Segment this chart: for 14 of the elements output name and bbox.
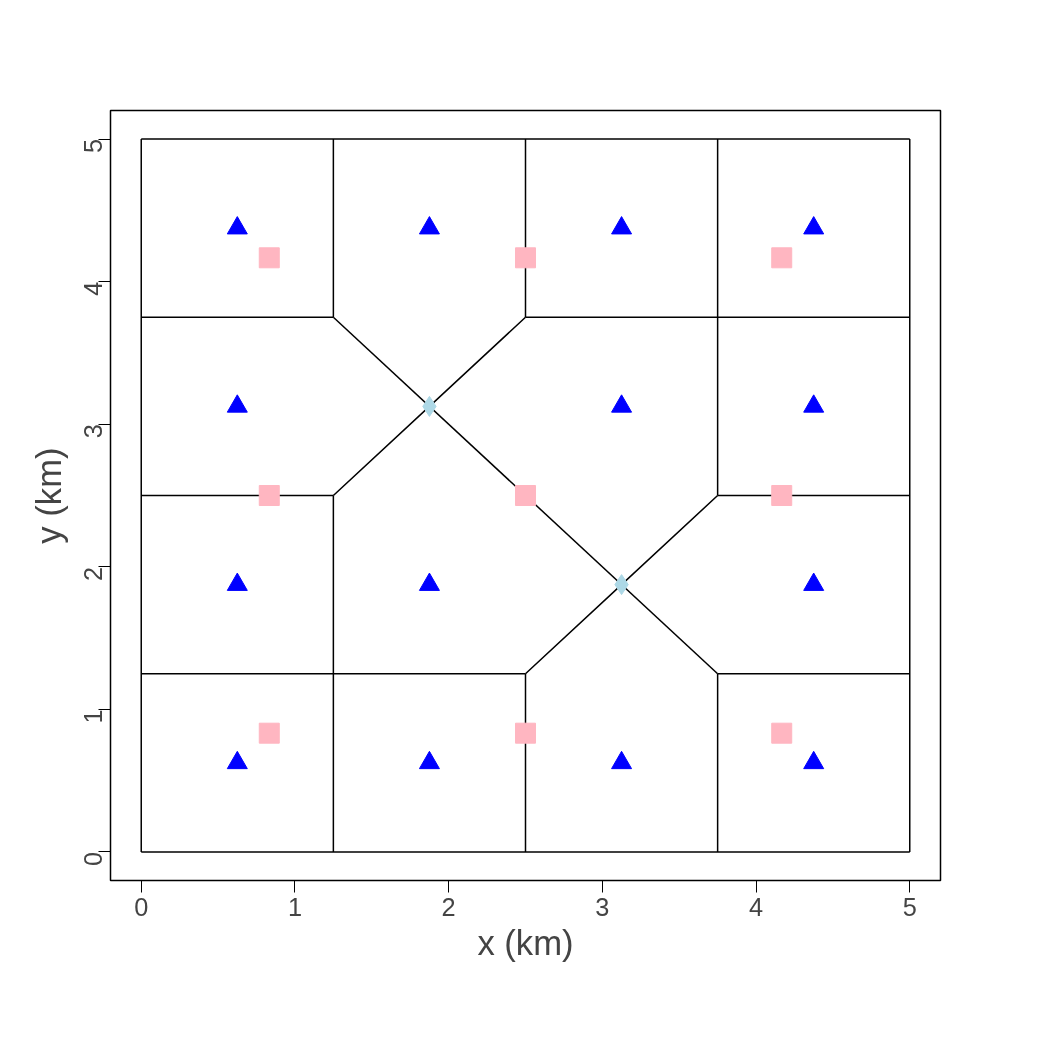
- x-tick-label: 0: [134, 892, 149, 921]
- x-tick-label: 1: [287, 892, 302, 921]
- x-tick-label: 4: [749, 892, 764, 921]
- y-axis-title: y (km): [29, 447, 68, 544]
- y-tick-label: 2: [79, 566, 108, 581]
- y-tick-label: 5: [79, 139, 108, 154]
- x-tick-label: 3: [595, 892, 610, 921]
- y-tick-label: 0: [79, 851, 108, 867]
- y-tick-label: 4: [79, 281, 108, 296]
- y-tick-label: 1: [79, 709, 108, 724]
- x-tick-label: 5: [902, 892, 917, 921]
- x-tick-label: 2: [441, 892, 456, 921]
- y-tick-label: 3: [79, 424, 108, 439]
- x-axis-title: x (km): [477, 923, 574, 962]
